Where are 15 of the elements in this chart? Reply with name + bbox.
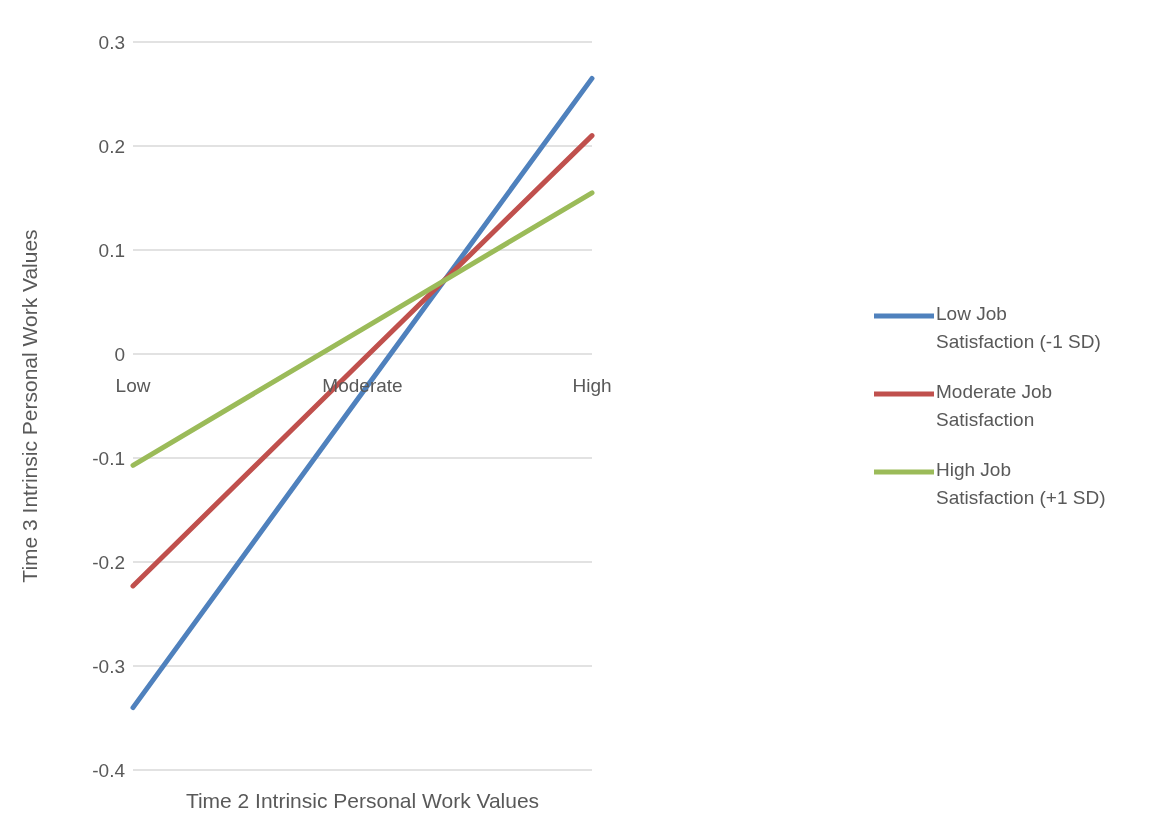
x-axis-title: Time 2 Intrinsic Personal Work Values — [185, 789, 540, 812]
y-tick-label: -0.1 — [92, 447, 125, 469]
y-axis-title: Time 3 Intrinsic Personal Work Values — [18, 229, 42, 583]
y-tick-label: 0.2 — [98, 135, 125, 157]
legend-label: Low Job Satisfaction (-1 SD) — [936, 302, 1102, 354]
y-tick-label: 0.3 — [98, 31, 125, 53]
x-tick-label: High — [572, 375, 612, 396]
y-tick-label: 0 — [114, 343, 125, 365]
y-tick-label: -0.3 — [92, 655, 125, 677]
legend-label: High Job Satisfaction (+1 SD) — [936, 458, 1106, 510]
y-tick-label: 0.1 — [98, 239, 125, 261]
y-tick-label: -0.4 — [92, 759, 126, 781]
y-tick-label: -0.2 — [92, 551, 125, 573]
x-tick-label: Low — [115, 375, 151, 396]
legend-label: Moderate Job Satisfaction — [936, 380, 1054, 432]
